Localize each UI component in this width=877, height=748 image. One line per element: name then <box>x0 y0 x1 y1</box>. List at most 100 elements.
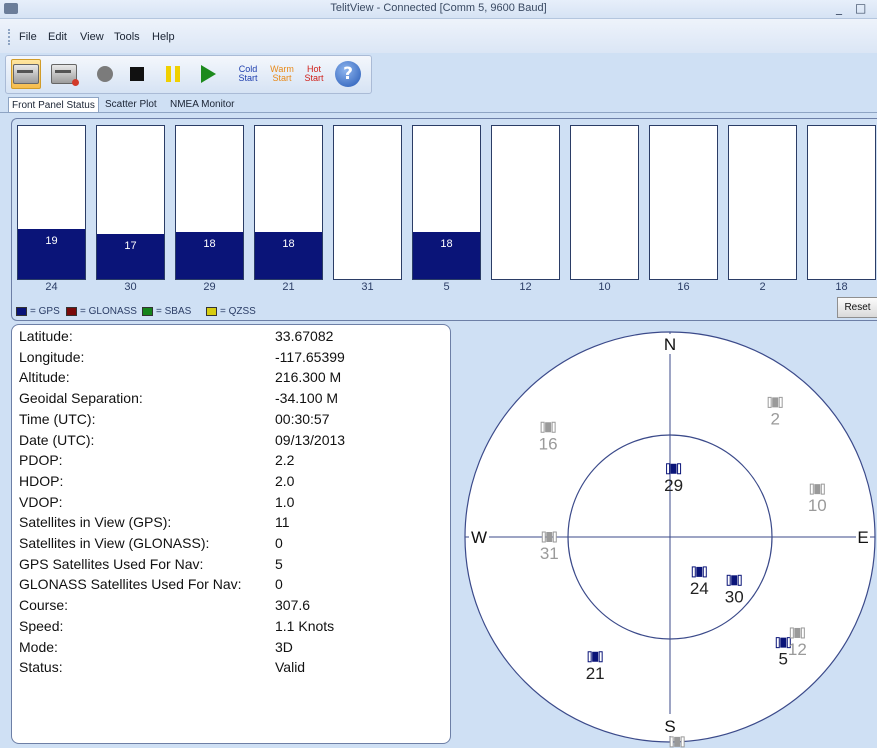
signal-bar-18 <box>807 125 876 280</box>
warm-start-line2: Start <box>272 73 292 83</box>
reset-button[interactable]: Reset <box>837 297 877 318</box>
maximize-button[interactable]: □ <box>855 1 867 15</box>
sky-satellite-31: 31 <box>540 531 559 563</box>
north-label: N <box>664 335 676 354</box>
satellite-icon <box>674 736 681 747</box>
info-label: Time (UTC): <box>19 410 96 427</box>
legend-label-glonass: = GLONASS <box>80 306 137 317</box>
satellite-panel-right <box>552 531 557 543</box>
sky-satellite-18: 18 <box>669 736 685 748</box>
disconnect-button[interactable] <box>49 59 79 89</box>
tab-divider <box>0 112 877 113</box>
satellite-icon <box>814 484 821 495</box>
hot-start-line2: Start <box>304 73 324 83</box>
info-value: 3D <box>275 638 293 655</box>
menu-view[interactable]: View <box>80 31 104 43</box>
sky-satellite-29: 29 <box>664 463 683 495</box>
signal-bar-prn: 5 <box>443 281 450 293</box>
play-button[interactable] <box>193 59 223 89</box>
menu-file[interactable]: File <box>19 31 37 43</box>
info-value: 216.300 M <box>275 369 342 386</box>
info-value: 11 <box>275 514 290 531</box>
signal-bar-prn: 16 <box>677 281 690 293</box>
menu-tools[interactable]: Tools <box>114 31 140 43</box>
info-value: 1.1 Knots <box>275 617 335 634</box>
signal-bar-prn: 18 <box>835 281 848 293</box>
sky-satellite-label: 2 <box>770 409 779 428</box>
satellite-icon <box>546 532 553 542</box>
satellite-panel-left <box>726 574 731 586</box>
info-label: Altitude: <box>19 369 70 386</box>
tab-scatter-plot[interactable]: Scatter Plot <box>105 99 157 110</box>
menu-bar: File Edit View Tools Help <box>0 19 877 53</box>
signal-bar-2 <box>728 125 797 280</box>
satellite-panel-left <box>669 736 674 748</box>
satellite-panel-left <box>587 651 592 663</box>
signal-bar-value: 17 <box>124 240 137 252</box>
sky-satellites: 29 24 30 21 512 2 10 16 31 18 <box>539 396 827 748</box>
info-value: 0 <box>275 535 283 551</box>
info-value: -34.100 M <box>275 390 339 407</box>
device-connect-icon <box>13 64 39 84</box>
menu-edit[interactable]: Edit <box>48 31 67 43</box>
signal-bar-prn: 24 <box>45 281 58 293</box>
east-label: E <box>857 528 868 547</box>
toolbar: Cold Start Warm Start Hot Start ? <box>5 55 372 94</box>
sky-satellite-label: 5 <box>779 650 788 669</box>
tab-front-panel-status[interactable]: Front Panel Status <box>8 97 99 112</box>
sky-satellite-label: 30 <box>725 587 744 606</box>
info-label: Satellites in View (GPS): <box>19 514 172 531</box>
record-button[interactable] <box>90 59 120 89</box>
signal-bar-fill <box>97 234 164 279</box>
satellite-panel-right <box>551 421 556 433</box>
connect-button[interactable] <box>11 59 41 89</box>
signal-bar-value: 18 <box>282 238 295 250</box>
sky-satellite-30: 30 <box>725 574 744 606</box>
east-label-bg <box>856 527 870 547</box>
satellite-panel-right <box>702 566 707 578</box>
signal-bar-prn: 12 <box>519 281 532 293</box>
signal-bar-prn: 30 <box>124 281 137 293</box>
signal-bar-fill <box>18 229 85 279</box>
signal-bar-prn: 10 <box>598 281 611 293</box>
position-info-panel: Latitude: 33.67082 Longitude: -117.65399 Alt… <box>11 324 451 744</box>
satellite-icon <box>772 397 779 408</box>
info-label: Course: <box>19 597 69 614</box>
info-value: 1.0 <box>275 493 295 510</box>
cold-start-button[interactable]: Cold Start <box>235 65 261 83</box>
sky-satellite-10: 10 <box>808 483 827 515</box>
signal-bar-31 <box>333 125 402 280</box>
north-label-bg <box>661 334 679 354</box>
warm-start-button[interactable]: Warm Start <box>268 65 296 83</box>
signal-bar-fill <box>255 232 322 279</box>
stop-button[interactable] <box>122 59 152 89</box>
signal-bar-30: 17 <box>96 125 165 280</box>
satellite-panel-right <box>778 396 783 408</box>
signal-bar-21: 18 <box>254 125 323 280</box>
signal-bar-prn: 21 <box>282 281 295 293</box>
minimize-button[interactable]: _ <box>836 1 842 15</box>
satellite-icon <box>731 575 738 586</box>
info-label: Geoidal Separation: <box>19 390 143 407</box>
sky-satellite-24: 24 <box>690 566 709 598</box>
sky-satellite-label: 29 <box>664 476 683 495</box>
tab-nmea-monitor[interactable]: NMEA Monitor <box>170 99 235 110</box>
cold-start-line2: Start <box>238 73 258 83</box>
info-value: 2.0 <box>275 472 295 489</box>
info-value: 09/13/2013 <box>275 431 346 448</box>
pause-button[interactable] <box>158 59 188 89</box>
sky-satellite-label: 21 <box>586 664 605 683</box>
sky-satellite-21: 21 <box>586 651 605 683</box>
info-value: 307.6 <box>275 597 311 614</box>
legend-label-gps: = GPS <box>30 306 60 317</box>
help-button[interactable]: ? <box>333 59 363 89</box>
sky-satellite-16: 16 <box>539 421 558 453</box>
hot-start-button[interactable]: Hot Start <box>302 65 326 83</box>
satellite-icon <box>545 422 552 433</box>
satellite-panel-right <box>680 736 685 748</box>
satellite-panel-right <box>820 483 825 495</box>
info-label: Mode: <box>19 638 58 655</box>
satellite-panel-right <box>800 627 805 639</box>
menu-help[interactable]: Help <box>152 31 175 43</box>
info-label: Speed: <box>19 617 64 634</box>
